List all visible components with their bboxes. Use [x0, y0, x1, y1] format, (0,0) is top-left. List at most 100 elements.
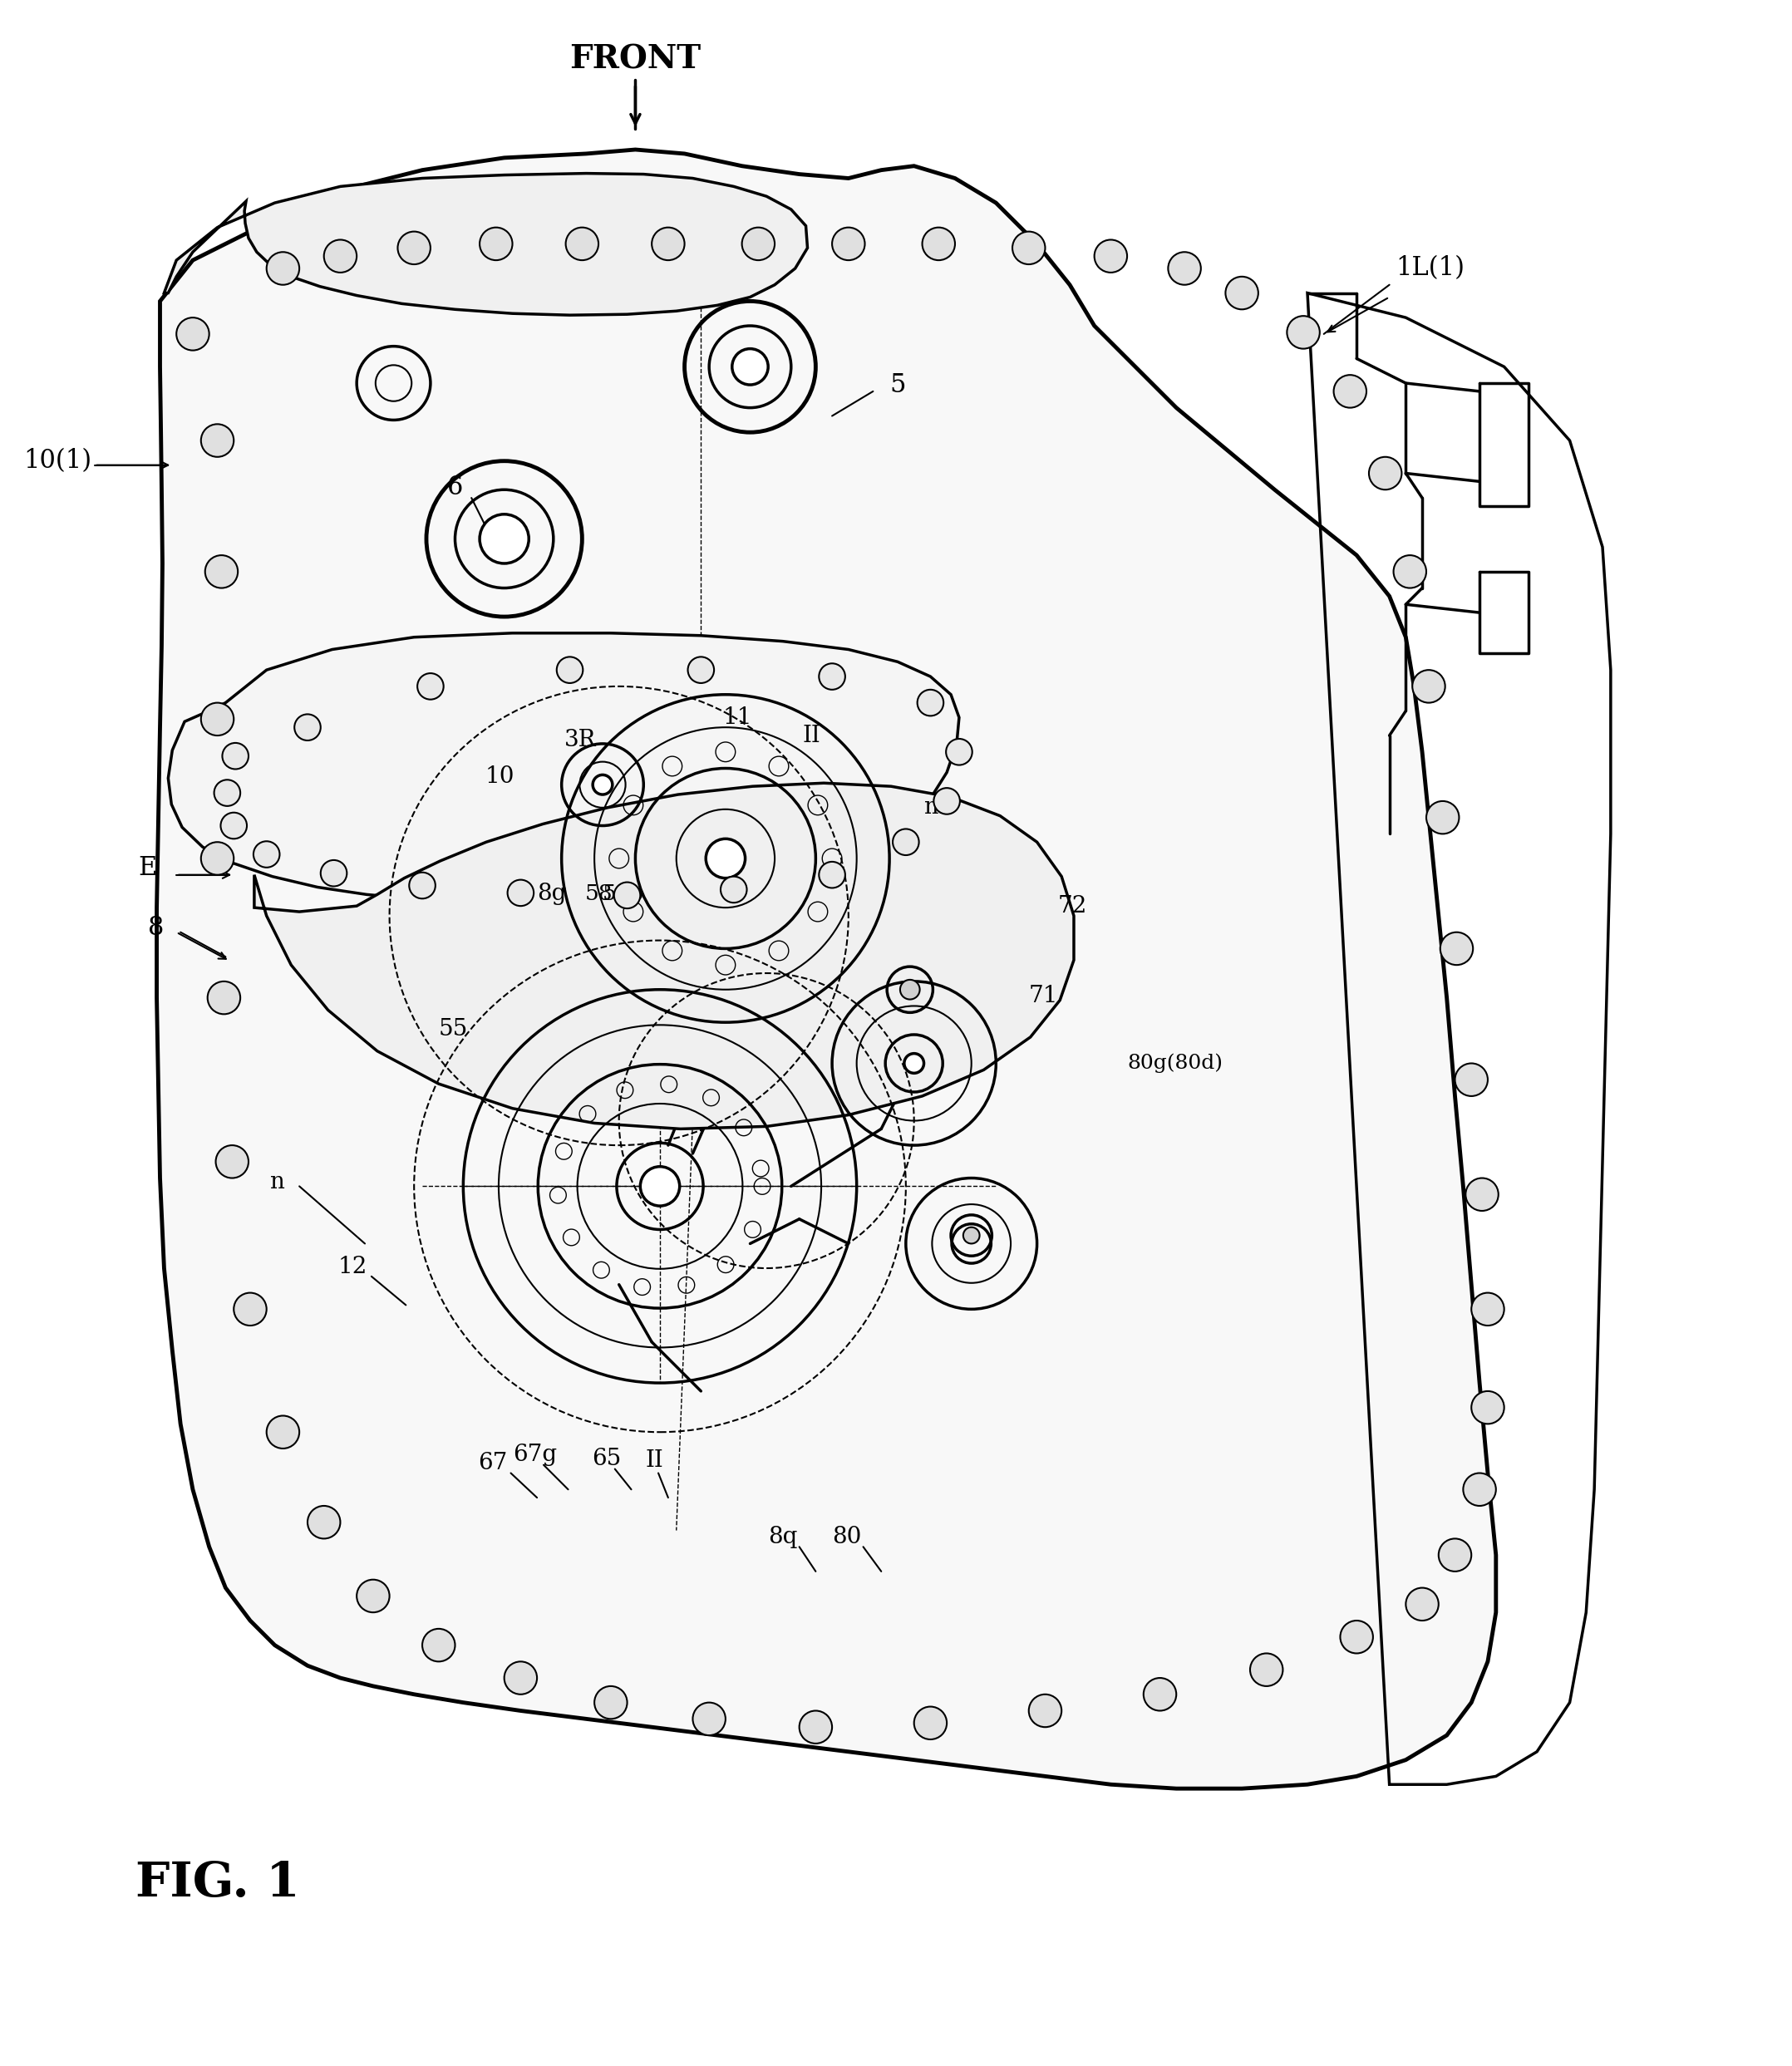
- Text: n: n: [269, 1171, 283, 1194]
- Circle shape: [409, 872, 435, 899]
- Circle shape: [946, 740, 973, 764]
- Circle shape: [398, 231, 430, 264]
- Text: 3R: 3R: [564, 729, 597, 752]
- Circle shape: [640, 1167, 679, 1207]
- Circle shape: [819, 862, 846, 888]
- Circle shape: [1143, 1678, 1176, 1711]
- Circle shape: [253, 841, 280, 868]
- Text: 6: 6: [446, 475, 462, 500]
- Text: 67: 67: [478, 1452, 507, 1475]
- Circle shape: [220, 812, 247, 839]
- Text: II: II: [645, 1450, 663, 1471]
- Text: 58b: 58b: [602, 884, 643, 905]
- Circle shape: [423, 1628, 455, 1661]
- Circle shape: [1471, 1390, 1503, 1423]
- Circle shape: [706, 839, 745, 878]
- Circle shape: [652, 227, 685, 260]
- Circle shape: [593, 775, 613, 795]
- Circle shape: [1333, 374, 1367, 407]
- Text: 65: 65: [591, 1448, 622, 1471]
- Circle shape: [1287, 316, 1319, 349]
- Circle shape: [964, 1227, 980, 1244]
- Circle shape: [1441, 932, 1473, 965]
- Polygon shape: [168, 632, 959, 903]
- Text: 5: 5: [889, 372, 905, 399]
- Text: 1L(1): 1L(1): [1396, 256, 1464, 281]
- Circle shape: [892, 828, 919, 855]
- Circle shape: [1168, 252, 1201, 285]
- Circle shape: [900, 979, 919, 1000]
- Circle shape: [267, 252, 299, 285]
- Text: II: II: [803, 725, 821, 746]
- Circle shape: [799, 1711, 831, 1744]
- Circle shape: [905, 1054, 925, 1072]
- Text: 55: 55: [439, 1019, 468, 1039]
- Circle shape: [615, 882, 640, 909]
- Circle shape: [294, 715, 321, 740]
- Circle shape: [201, 843, 233, 874]
- Circle shape: [222, 744, 249, 769]
- Circle shape: [720, 876, 747, 903]
- Circle shape: [480, 227, 513, 260]
- Circle shape: [1466, 1178, 1498, 1211]
- Circle shape: [321, 859, 348, 886]
- Circle shape: [918, 690, 944, 715]
- Circle shape: [418, 674, 444, 700]
- Circle shape: [1439, 1539, 1471, 1572]
- Text: 10: 10: [486, 764, 514, 787]
- Circle shape: [215, 1145, 249, 1178]
- Circle shape: [507, 880, 534, 907]
- Circle shape: [1340, 1620, 1373, 1653]
- Circle shape: [733, 349, 769, 384]
- Circle shape: [1462, 1473, 1496, 1506]
- Text: 72: 72: [1057, 895, 1088, 917]
- Text: 71: 71: [1029, 985, 1059, 1008]
- Circle shape: [1251, 1653, 1283, 1686]
- Polygon shape: [165, 174, 808, 316]
- Circle shape: [557, 657, 582, 684]
- Circle shape: [934, 787, 961, 814]
- Polygon shape: [156, 149, 1496, 1789]
- Circle shape: [1455, 1064, 1487, 1097]
- Circle shape: [267, 1415, 299, 1448]
- Text: 8q: 8q: [769, 1527, 797, 1547]
- Text: E: E: [138, 855, 158, 882]
- Circle shape: [566, 227, 599, 260]
- Circle shape: [1369, 457, 1401, 490]
- Circle shape: [1405, 1589, 1439, 1620]
- Text: 80: 80: [831, 1527, 862, 1547]
- Circle shape: [213, 779, 240, 806]
- Circle shape: [742, 227, 774, 260]
- Circle shape: [504, 1661, 538, 1694]
- Circle shape: [914, 1707, 946, 1740]
- Text: 80g(80d): 80g(80d): [1127, 1054, 1222, 1072]
- Circle shape: [1394, 556, 1426, 589]
- Text: FIG. 1: FIG. 1: [136, 1859, 299, 1907]
- Circle shape: [831, 227, 866, 260]
- Circle shape: [1471, 1293, 1503, 1326]
- Circle shape: [308, 1506, 340, 1539]
- Circle shape: [1426, 802, 1459, 835]
- Circle shape: [595, 1686, 627, 1719]
- Text: 58: 58: [584, 884, 613, 905]
- Circle shape: [819, 663, 846, 690]
- Text: FRONT: FRONT: [570, 43, 701, 74]
- Circle shape: [1412, 669, 1444, 702]
- Circle shape: [694, 1702, 726, 1735]
- Text: 8: 8: [149, 915, 163, 940]
- Circle shape: [201, 702, 233, 735]
- Text: 12: 12: [339, 1256, 367, 1277]
- Text: 11: 11: [722, 707, 753, 729]
- Text: 8g: 8g: [538, 882, 566, 905]
- Text: 10(1): 10(1): [23, 448, 91, 473]
- Circle shape: [1095, 240, 1127, 273]
- Circle shape: [480, 514, 529, 564]
- Circle shape: [208, 981, 240, 1014]
- Circle shape: [324, 240, 357, 273]
- Circle shape: [1029, 1694, 1061, 1727]
- Text: m: m: [923, 795, 946, 818]
- Circle shape: [357, 1580, 389, 1611]
- Circle shape: [176, 318, 210, 351]
- Circle shape: [233, 1293, 267, 1326]
- Circle shape: [923, 227, 955, 260]
